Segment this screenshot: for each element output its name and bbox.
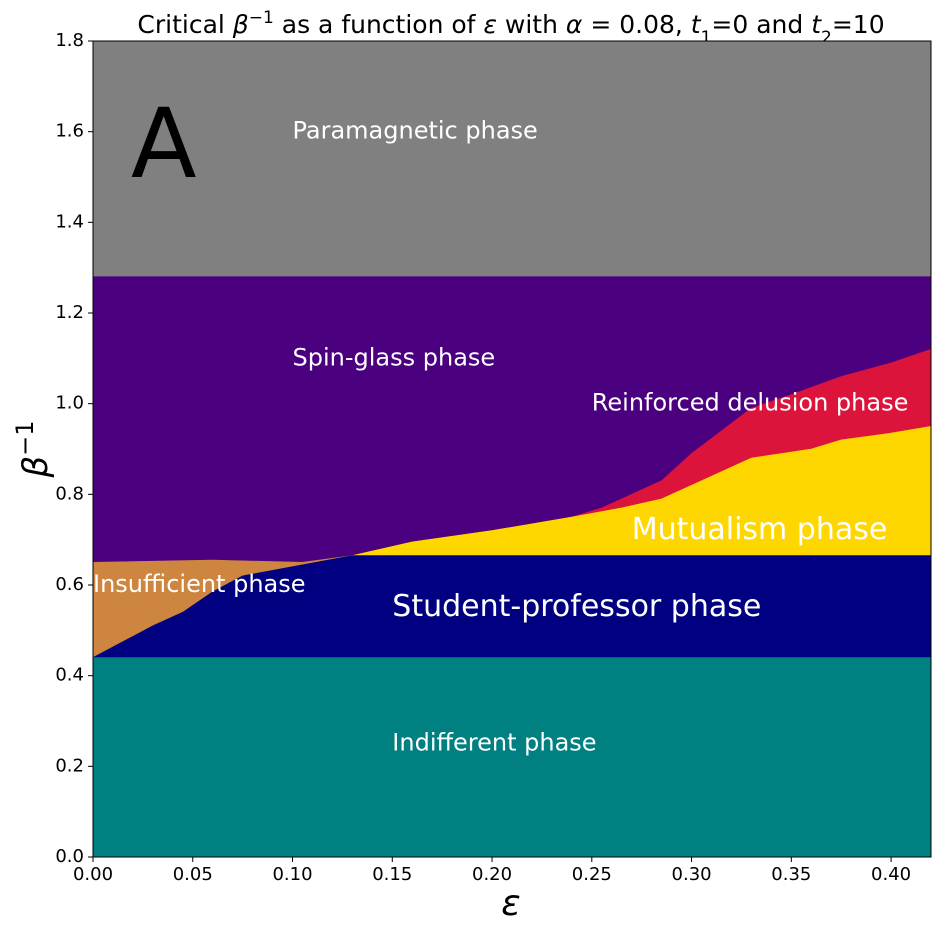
region-mutualism <box>352 425 932 556</box>
y-tick-label: 1.4 <box>55 211 84 232</box>
y-axis: 0.0 0.2 0.4 0.6 0.8 1.0 1.2 1.4 1.6 1.8 <box>55 30 93 867</box>
y-tick-label: 0.2 <box>55 755 84 776</box>
x-tick-label: 0.20 <box>472 864 512 885</box>
y-tick-label: 1.6 <box>55 121 84 142</box>
region-paramagnetic <box>92 40 932 278</box>
plot-frame <box>92 40 932 858</box>
region-label-mutualism: Mutualism phase <box>632 512 888 547</box>
region-label-reinforced-delusion: Reinforced delusion phase <box>592 389 909 417</box>
region-indifferent <box>92 657 932 858</box>
y-tick-label: 0.4 <box>55 665 84 686</box>
panel-letter: A <box>131 88 197 200</box>
x-tick-label: 0.35 <box>771 864 811 885</box>
y-tick-label: 1.8 <box>55 30 84 51</box>
x-tick-label: 0.40 <box>871 864 911 885</box>
x-tick-label: 0.15 <box>372 864 412 885</box>
phase-regions <box>92 40 932 858</box>
x-tick-label: 0.00 <box>73 864 113 885</box>
region-label-insufficient: Insufficient phase <box>93 570 306 598</box>
x-tick-label: 0.30 <box>672 864 712 885</box>
region-label-spin-glass: Spin-glass phase <box>293 343 496 371</box>
y-tick-label: 1.2 <box>55 302 84 323</box>
region-label-indifferent: Indifferent phase <box>392 729 596 757</box>
phase-labels: Paramagnetic phase Spin-glass phase Reinfo… <box>93 117 908 757</box>
y-axis-label: β−1 <box>11 420 56 478</box>
y-tick-label: 1.0 <box>55 393 84 414</box>
y-tick-label: 0.6 <box>55 574 84 595</box>
x-tick-label: 0.05 <box>173 864 213 885</box>
x-axis-label: ε <box>501 883 520 924</box>
chart-title: Critical β−1 as a function of ε with α =… <box>137 8 884 48</box>
y-tick-label: 0.8 <box>55 483 84 504</box>
x-axis: 0.00 0.05 0.10 0.15 0.20 0.25 0.30 0.35 0.40 <box>73 857 911 885</box>
x-tick-label: 0.10 <box>272 864 312 885</box>
region-label-student-professor: Student-professor phase <box>392 589 761 624</box>
region-label-paramagnetic: Paramagnetic phase <box>293 117 538 145</box>
x-tick-label: 0.25 <box>572 864 612 885</box>
y-tick-label: 0.0 <box>55 846 84 867</box>
